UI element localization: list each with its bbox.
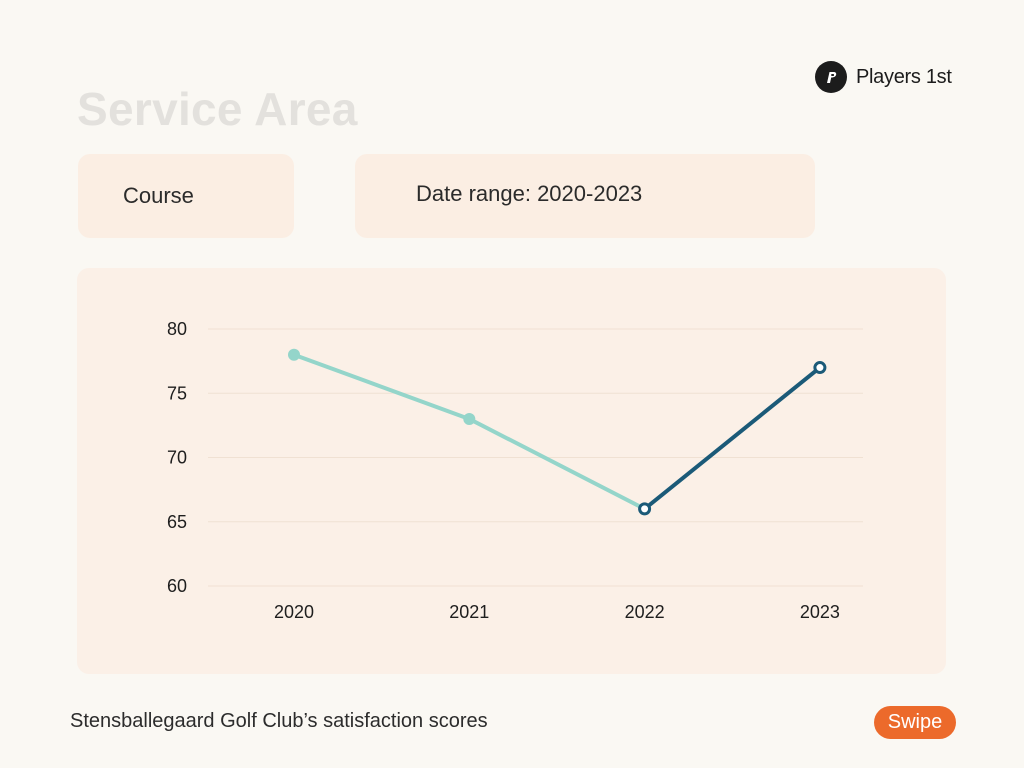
brand-name: Players 1st [856,65,952,88]
y-tick-label: 70 [167,448,187,468]
chart-card: 60 65 70 75 80 2020 2021 2022 2023 [77,268,946,674]
date-range-filter[interactable]: Date range: 2020-2023 [355,154,815,238]
chart-caption: Stensballegaard Golf Club’s satisfaction… [70,710,488,732]
players-1st-logo-icon [815,61,847,93]
x-tick-label: 2023 [800,602,840,622]
course-filter[interactable]: Course [78,154,294,238]
swipe-button[interactable]: Swipe [874,706,956,739]
x-tick-label: 2021 [449,602,489,622]
series-line-segment [642,365,822,511]
data-point [813,361,827,375]
y-tick-label: 80 [167,319,187,339]
data-point [288,348,300,361]
series-line-segment [467,416,647,511]
data-point [463,412,476,425]
y-tick-label: 60 [167,576,187,596]
page-title: Service Area [77,83,358,135]
brand: Players 1st [815,61,952,93]
y-tick-label: 65 [167,512,187,532]
x-tick-label: 2020 [274,602,314,622]
data-point [638,502,652,516]
date-range-filter-label: Date range: 2020-2023 [416,181,643,206]
course-filter-label: Course [123,183,194,208]
series-line-segment [292,352,472,421]
x-tick-label: 2022 [625,602,665,622]
line-chart: 60 65 70 75 80 2020 2021 2022 2023 [167,319,863,622]
y-tick-label: 75 [167,383,187,403]
